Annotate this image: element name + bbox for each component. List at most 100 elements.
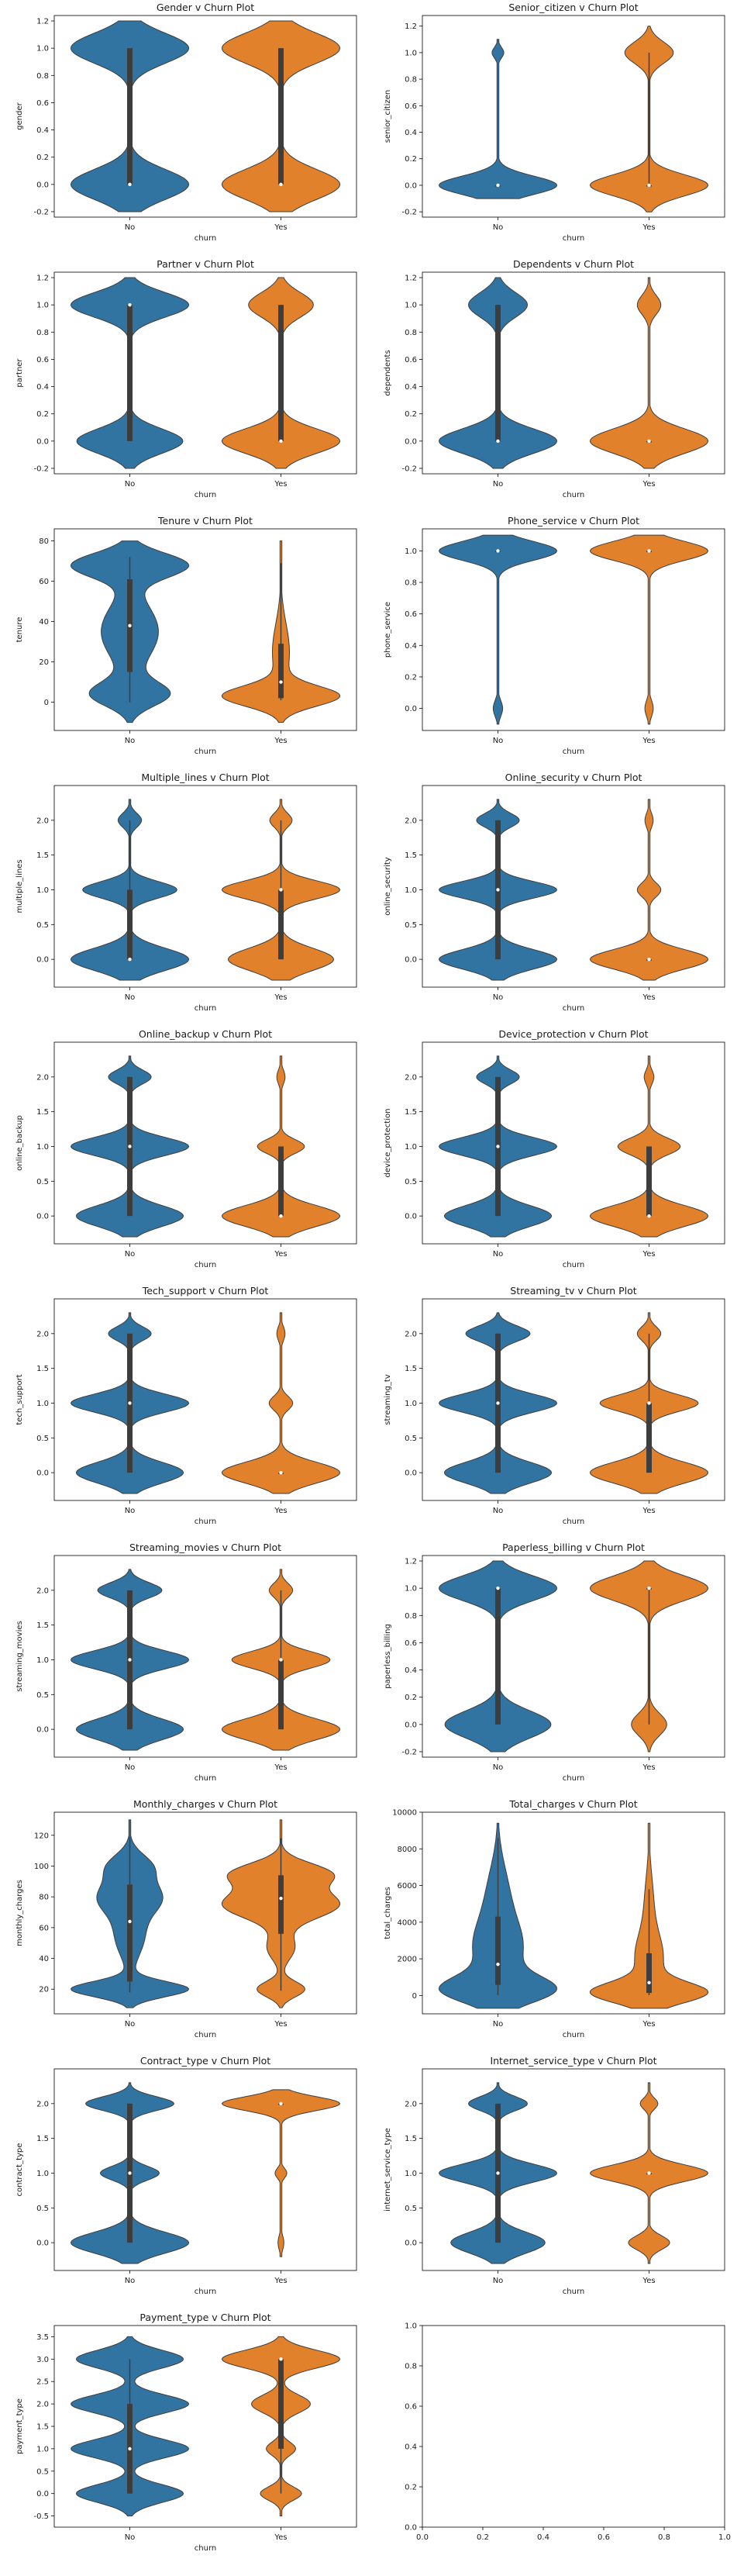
y-tick-label: 0.0 bbox=[405, 2239, 417, 2248]
y-tick-label: 1.0 bbox=[36, 886, 49, 895]
y-tick-label: 0.5 bbox=[36, 921, 49, 930]
median-point bbox=[496, 1401, 500, 1405]
x-tick-label: 0.6 bbox=[598, 2533, 610, 2542]
x-tick-label: Yes bbox=[642, 993, 655, 1002]
y-tick-label: 0.0 bbox=[36, 956, 49, 965]
x-tick-label: No bbox=[125, 2020, 136, 2029]
median-point bbox=[496, 549, 500, 553]
y-tick-label: 0.0 bbox=[405, 181, 417, 190]
median-point bbox=[128, 302, 132, 307]
y-tick-label: -0.2 bbox=[33, 464, 49, 473]
median-point bbox=[279, 680, 283, 684]
y-axis-label: streaming_movies bbox=[16, 1621, 24, 1691]
y-tick-label: 0.5 bbox=[36, 2205, 49, 2213]
y-tick-label: 0.6 bbox=[36, 99, 49, 108]
chart-title: Gender v Churn Plot bbox=[157, 2, 254, 13]
y-axis-label: internet_service_type bbox=[384, 2128, 392, 2212]
chart-panel-15: Monthly_charges v Churn Plot 20 40 60 80 100 1… bbox=[16, 1798, 357, 2039]
x-tick-label: Yes bbox=[274, 2277, 287, 2285]
y-tick-label: 0.0 bbox=[405, 2524, 417, 2533]
axes-frame bbox=[422, 785, 725, 988]
y-tick-label: 0.5 bbox=[405, 1435, 417, 1443]
violin-no bbox=[438, 534, 558, 725]
median-point bbox=[279, 2357, 283, 2361]
median-point bbox=[496, 439, 500, 444]
median-point bbox=[279, 888, 283, 892]
axes-frame bbox=[422, 2325, 725, 2528]
chart-panel-8: Online_security v Churn Plot 0.0 0.5 1.0 1.5… bbox=[384, 772, 725, 1013]
y-axis-label: multiple_lines bbox=[16, 859, 24, 913]
y-tick-label: 4000 bbox=[398, 1918, 417, 1927]
y-tick-label: 0.2 bbox=[36, 410, 49, 419]
chart-title: Phone_service v Churn Plot bbox=[508, 515, 639, 527]
axes-frame bbox=[53, 785, 357, 988]
x-tick-label: No bbox=[125, 2533, 136, 2542]
x-tick-label: Yes bbox=[274, 1250, 287, 1259]
y-tick-label: 2.0 bbox=[36, 1587, 49, 1595]
y-tick-label: 1.0 bbox=[405, 1585, 417, 1594]
chart-title: Payment_type v Churn Plot bbox=[140, 2312, 270, 2323]
x-tick-label: No bbox=[125, 223, 136, 232]
violin-no bbox=[438, 39, 558, 199]
y-tick-label: -0.2 bbox=[401, 1748, 417, 1756]
x-tick-label: Yes bbox=[642, 223, 655, 232]
x-tick-label: No bbox=[493, 1507, 504, 1515]
y-tick-label: 0.8 bbox=[36, 329, 49, 337]
x-tick-label: No bbox=[493, 1250, 504, 1259]
y-tick-label: 60 bbox=[39, 1924, 49, 1932]
y-tick-label: 0.5 bbox=[405, 1178, 417, 1186]
axes-frame bbox=[422, 271, 725, 475]
x-axis-label: churn bbox=[195, 2544, 216, 2553]
y-tick-label: 2.0 bbox=[36, 817, 49, 825]
y-tick-label: 0.0 bbox=[405, 705, 417, 713]
y-tick-label: 0 bbox=[412, 1992, 417, 2001]
x-axis-label: churn bbox=[195, 1004, 216, 1013]
y-tick-label: 0.0 bbox=[36, 181, 49, 189]
y-tick-label: 0.0 bbox=[405, 1469, 417, 1478]
y-tick-label: 0.6 bbox=[405, 102, 417, 111]
x-tick-label: No bbox=[493, 1763, 504, 1772]
x-tick-label: Yes bbox=[642, 1507, 655, 1515]
y-tick-label: 0.6 bbox=[405, 356, 417, 364]
y-tick-label: 0 bbox=[44, 699, 49, 707]
y-tick-label: 1.0 bbox=[405, 1400, 417, 1408]
axes-frame bbox=[422, 15, 725, 218]
quartile-box bbox=[495, 305, 501, 441]
y-axis-label: online_backup bbox=[16, 1115, 24, 1171]
axes-frame bbox=[53, 15, 357, 218]
y-tick-label: 1.5 bbox=[36, 1621, 49, 1630]
y-axis-label: payment_type bbox=[16, 2398, 24, 2454]
median-point bbox=[128, 2171, 132, 2175]
y-tick-label: 2.0 bbox=[405, 817, 417, 825]
x-tick-label: No bbox=[125, 1507, 136, 1515]
y-tick-label: 2.0 bbox=[36, 2401, 49, 2409]
x-tick-label: No bbox=[493, 993, 504, 1002]
chart-panel-3: Partner v Churn Plot -0.2 0.0 0.2 0.4 0.6 0.8 1… bbox=[16, 258, 357, 499]
median-point bbox=[496, 183, 500, 188]
quartile-box bbox=[278, 644, 284, 699]
x-tick-label: Yes bbox=[274, 223, 287, 232]
axes-frame bbox=[422, 1298, 725, 1501]
x-axis-label: churn bbox=[195, 1518, 216, 1526]
y-tick-label: 0.6 bbox=[36, 356, 49, 364]
y-axis-label: device_protection bbox=[384, 1109, 392, 1178]
x-tick-label: Yes bbox=[274, 2533, 287, 2542]
violin-yes bbox=[221, 2089, 341, 2257]
x-tick-label: Yes bbox=[274, 1763, 287, 1772]
chart-title: Online_backup v Churn Plot bbox=[139, 1028, 272, 1040]
chart-panel-12: Streaming_tv v Churn Plot 0.0 0.5 1.0 1.5 2.0… bbox=[384, 1285, 725, 1526]
x-tick-label: No bbox=[125, 480, 136, 489]
y-tick-label: 1.0 bbox=[405, 2170, 417, 2178]
x-axis-label: churn bbox=[563, 234, 584, 243]
y-tick-label: 2.0 bbox=[405, 1330, 417, 1338]
y-tick-label: 1.0 bbox=[36, 2445, 49, 2453]
x-tick-label: No bbox=[493, 480, 504, 489]
y-tick-label: 1.0 bbox=[405, 2322, 417, 2331]
axes-frame bbox=[422, 528, 725, 731]
y-tick-label: 80 bbox=[39, 537, 49, 546]
y-tick-label: 0.8 bbox=[405, 2363, 417, 2371]
y-axis-label: phone_service bbox=[384, 602, 392, 658]
median-point bbox=[128, 1145, 132, 1148]
quartile-box bbox=[278, 48, 284, 185]
y-tick-label: 0.5 bbox=[36, 1435, 49, 1443]
